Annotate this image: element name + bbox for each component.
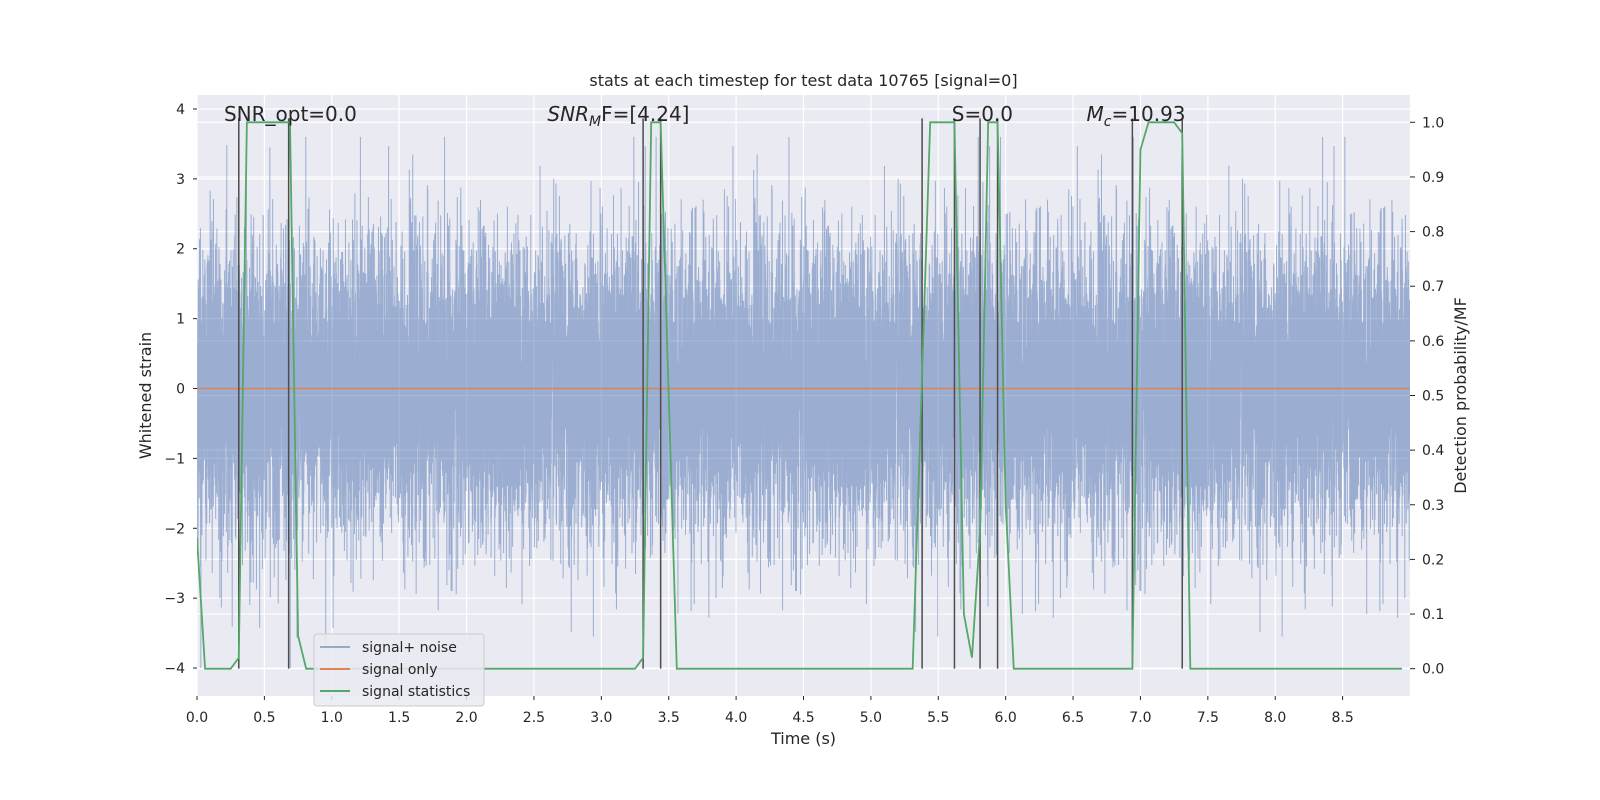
annotation-text: SNR_opt=0.0: [224, 102, 357, 126]
y-tick-label: −1: [164, 451, 185, 467]
x-tick-label: 1.5: [388, 710, 410, 726]
annotation-text: SNRMF=[4.24]: [547, 102, 689, 130]
x-tick-label: 7.5: [1197, 710, 1219, 726]
annotation-main: SNR: [547, 102, 589, 126]
annotation-subscript: M: [589, 114, 601, 130]
x-axis-label: Time (s): [770, 729, 836, 748]
signal-statistics-line: [197, 121, 1402, 670]
x-tick-label: 8.0: [1264, 710, 1286, 726]
x-tick-label: 3.5: [658, 710, 680, 726]
x-tick-label: 6.0: [995, 710, 1017, 726]
annotation-rest: F=[4.24]: [601, 102, 689, 126]
y2-tick-label: 0.1: [1422, 607, 1444, 623]
y-tick-label: −2: [164, 521, 185, 537]
x-tick-label: 4.5: [792, 710, 814, 726]
y-tick-label: −3: [164, 591, 185, 607]
series-signal-plus-noise: [197, 136, 1410, 669]
y-axis-label: Whitened strain: [136, 332, 155, 459]
annotation-text: S=0.0: [952, 102, 1013, 126]
legend-label-signal-plus-noise: signal+ noise: [362, 640, 457, 656]
y-tick-label: 2: [176, 242, 185, 258]
x-tick-label: 7.0: [1129, 710, 1151, 726]
annotation-rest: =10.93: [1112, 102, 1186, 126]
x-tick-label: 2.0: [455, 710, 477, 726]
x-tick-label: 5.5: [927, 710, 949, 726]
y-tick-label: −4: [164, 661, 185, 677]
y-axis-ticks: −4 −3 −2 −1 0 1 2 3 4: [164, 102, 197, 677]
legend: signal+ noise signal only signal statist…: [313, 633, 485, 707]
x-tick-label: 1.0: [321, 710, 343, 726]
x-tick-label: 0.5: [253, 710, 275, 726]
y2-tick-label: 0.2: [1422, 552, 1444, 568]
annotation-subscript: c: [1104, 114, 1112, 130]
y2-tick-label: 0.5: [1422, 389, 1444, 405]
noise-trace: [197, 136, 1410, 669]
annotation-main: M: [1087, 102, 1104, 126]
y2-tick-label: 0.8: [1422, 225, 1444, 241]
x-tick-label: 2.5: [523, 710, 545, 726]
x-tick-label: 0.0: [186, 710, 208, 726]
x-axis-ticks: 0.0 0.5 1.0 1.5 2.0 2.5 3.0 3.5 4.0 4.5 5.0 5.5 6.0 6…: [186, 696, 1354, 726]
y2-axis-ticks: 0.0 0.1 0.2 0.3 0.4 0.5 0.6 0.7 0.8 0.9 1.0: [1410, 115, 1444, 678]
chart-title: stats at each timestep for test data 107…: [589, 71, 1017, 90]
y2-tick-label: 0.9: [1422, 170, 1444, 186]
y2-tick-label: 0.4: [1422, 443, 1444, 459]
y-tick-label: 1: [176, 312, 185, 328]
legend-label-signal-only: signal only: [362, 662, 437, 678]
y-tick-label: 0: [176, 382, 185, 398]
x-tick-label: 5.0: [860, 710, 882, 726]
annotation-text: Mc=10.93: [1087, 102, 1186, 130]
annotations: SNR_opt=0.0 SNRMF=[4.24] S=0.0 Mc=10.93: [224, 102, 1186, 130]
x-tick-label: 3.0: [590, 710, 612, 726]
series-signal-statistics: [197, 121, 1402, 670]
y2-axis-label: Detection probability/MF: [1451, 297, 1470, 494]
y2-tick-label: 1.0: [1422, 115, 1444, 131]
y2-tick-label: 0.7: [1422, 279, 1444, 295]
legend-label-signal-statistics: signal statistics: [362, 684, 470, 700]
y-tick-label: 4: [176, 102, 185, 118]
legend-box: [313, 633, 485, 707]
y2-tick-label: 0.3: [1422, 498, 1444, 514]
y2-tick-label: 0.6: [1422, 334, 1444, 350]
x-tick-label: 8.5: [1331, 710, 1353, 726]
y2-tick-label: 0.0: [1422, 662, 1444, 678]
y-tick-label: 3: [176, 172, 185, 188]
x-tick-label: 4.0: [725, 710, 747, 726]
x-tick-label: 6.5: [1062, 710, 1084, 726]
